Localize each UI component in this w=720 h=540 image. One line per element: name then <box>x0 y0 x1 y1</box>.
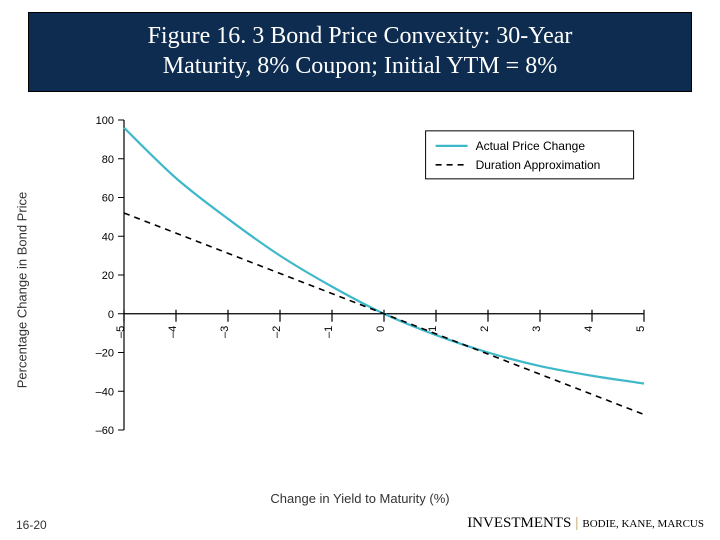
svg-text:5: 5 <box>635 326 647 332</box>
svg-text:–60: –60 <box>96 425 114 437</box>
svg-text:60: 60 <box>102 193 114 205</box>
footer-authors: BODIE, KANE, MARCUS <box>582 518 704 530</box>
chart-svg: –60 –40 –20 0 20 40 60 80 100 –5 –4 –3 –2 –1 0 1 2 3 4 5 Act… <box>60 110 660 470</box>
footer-book: INVESTMENTS <box>467 515 571 531</box>
svg-text:1: 1 <box>427 326 439 332</box>
svg-text:80: 80 <box>102 154 114 166</box>
svg-text:20: 20 <box>102 270 114 282</box>
svg-text:–4: –4 <box>167 326 179 338</box>
svg-text:0: 0 <box>108 309 114 321</box>
svg-text:3: 3 <box>531 326 543 332</box>
slide-footer: 16-20 INVESTMENTS|BODIE, KANE, MARCUS <box>0 515 720 532</box>
svg-text:0: 0 <box>375 326 387 332</box>
footer-divider: | <box>571 515 582 531</box>
svg-text:–1: –1 <box>323 326 335 338</box>
svg-text:4: 4 <box>583 326 595 332</box>
page-number: 16-20 <box>16 518 47 532</box>
svg-text:40: 40 <box>102 231 114 243</box>
svg-text:–5: –5 <box>115 326 127 338</box>
svg-text:Actual Price Change: Actual Price Change <box>476 139 586 153</box>
svg-text:–20: –20 <box>96 348 114 360</box>
y-axis-label: Percentage Change in Bond Price <box>15 192 30 389</box>
svg-text:Duration Approximation: Duration Approximation <box>476 158 601 172</box>
x-axis-label: Change in Yield to Maturity (%) <box>270 491 449 506</box>
footer-credits: INVESTMENTS|BODIE, KANE, MARCUS <box>467 515 704 532</box>
svg-text:–2: –2 <box>271 326 283 338</box>
svg-text:–40: –40 <box>96 386 114 398</box>
svg-text:100: 100 <box>96 115 114 127</box>
figure-title-line1: Figure 16. 3 Bond Price Convexity: 30-Ye… <box>39 21 681 51</box>
figure-title-bar: Figure 16. 3 Bond Price Convexity: 30-Ye… <box>28 12 692 92</box>
convexity-chart: Percentage Change in Bond Price –60–40–2… <box>60 110 660 470</box>
figure-title-line2: Maturity, 8% Coupon; Initial YTM = 8% <box>39 51 681 81</box>
svg-text:–3: –3 <box>219 326 231 338</box>
svg-text:2: 2 <box>479 326 491 332</box>
